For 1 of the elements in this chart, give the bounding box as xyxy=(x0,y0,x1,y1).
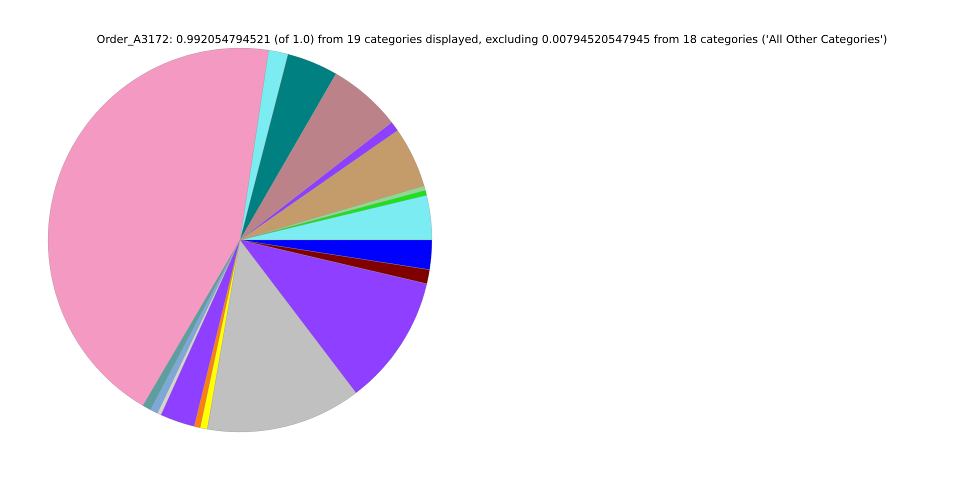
text: Order_A3172: 0.992054794521 (of 1.0) from 19 categories displayed, excluding 0.00794520547945 from 18 categories ('All Other Categories') xyxy=(96,33,888,46)
